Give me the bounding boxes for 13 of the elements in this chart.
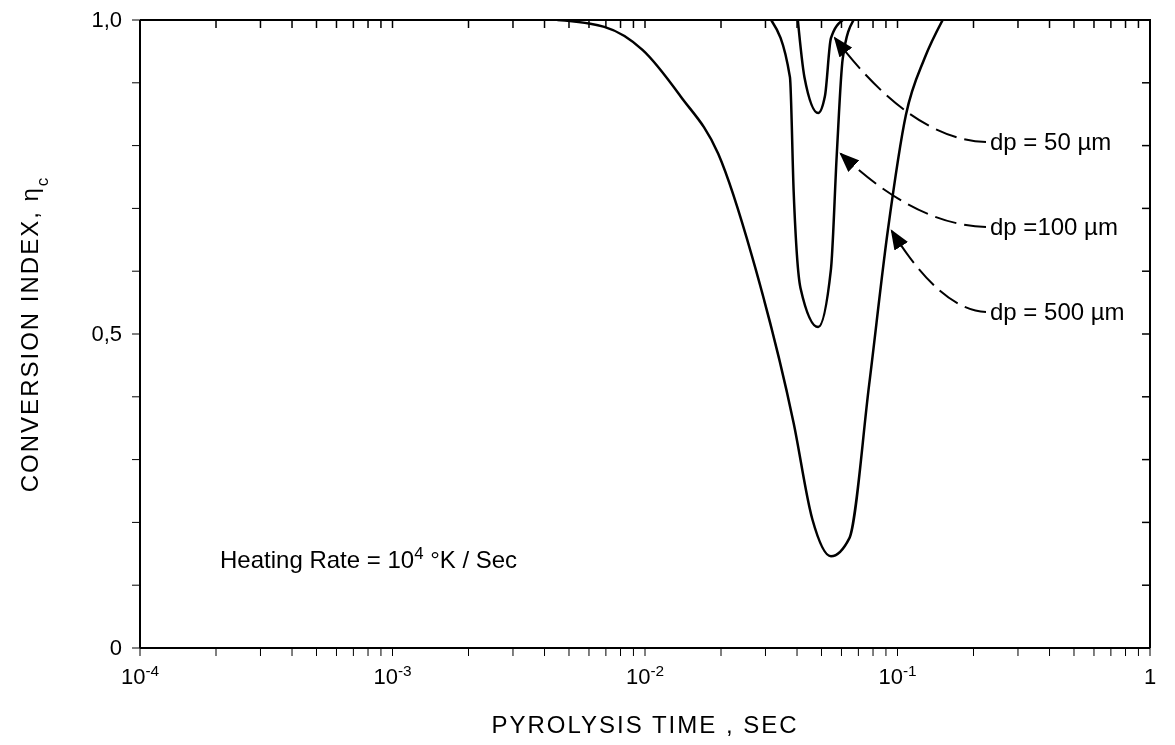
text: dp =100 µm (990, 213, 1118, 240)
x-axis-title: PYROLYSIS TIME , SEC (491, 711, 799, 738)
x-tick-label: 10$^{-1}$ (878, 661, 917, 689)
y-tick-label: 0,5 (91, 321, 122, 346)
x-tick-label: 1 (1143, 664, 1157, 689)
y-tick-label: 1,0 (91, 7, 122, 32)
legend-label: dp = 50 µm (990, 128, 1112, 155)
y-tick-label: 0 (109, 635, 122, 660)
x-tick-label: 10$^{-3}$ (373, 661, 412, 689)
annotation: Heating Rate = 10$^{4}$ °K / Sec (220, 543, 518, 573)
x-tick-label: 10$^{-2}$ (625, 661, 665, 689)
x-tick-label: 10$^{-4}$ (120, 661, 160, 689)
text: dp = 500 µm (990, 298, 1125, 325)
